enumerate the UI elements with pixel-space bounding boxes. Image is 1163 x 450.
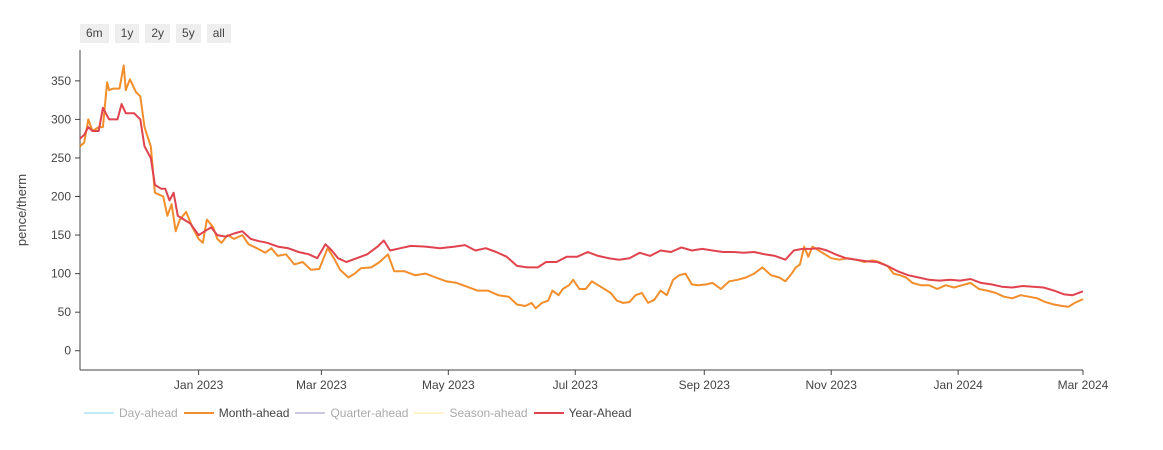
x-tick-label: Sep 2023 <box>679 378 731 392</box>
chart-legend: Day-ahead Month-ahead Quarter-ahead Season-… <box>84 406 632 420</box>
legend-label: Quarter-ahead <box>330 406 409 420</box>
chart-series <box>79 64 1084 310</box>
y-tick-label: 200 <box>51 190 71 204</box>
range-5y-button[interactable]: 5y <box>176 24 201 43</box>
legend-swatch <box>295 412 326 414</box>
y-axis-label: pence/therm <box>14 174 29 246</box>
range-2y-button[interactable]: 2y <box>145 24 171 43</box>
legend-label: Season-ahead <box>449 406 528 420</box>
legend-swatch <box>84 412 114 414</box>
legend-swatch <box>533 412 564 414</box>
legend-label: Month-ahead <box>218 406 290 420</box>
range-6m-button[interactable]: 6m <box>80 24 109 43</box>
range-1y-button[interactable]: 1y <box>114 24 140 43</box>
y-tick-label: 350 <box>51 74 71 88</box>
y-tick-label: 0 <box>64 344 71 358</box>
legend-swatch <box>183 412 214 414</box>
x-tick-label: Jan 2024 <box>933 378 983 392</box>
range-selector: 6m 1y 2y 5y all <box>80 24 231 43</box>
x-tick-label: Jul 2023 <box>553 378 599 392</box>
x-tick-label: Mar 2023 <box>296 378 347 392</box>
legend-label: Year-Ahead <box>568 406 632 420</box>
y-tick-label: 250 <box>51 151 71 165</box>
x-tick-label: Mar 2024 <box>1058 378 1109 392</box>
legend-label: Day-ahead <box>119 406 178 420</box>
legend-item-year-ahead[interactable]: Year-Ahead <box>533 406 632 420</box>
legend-item-season-ahead[interactable]: Season-ahead <box>414 406 528 420</box>
range-all-button[interactable]: all <box>206 24 231 43</box>
legend-item-day-ahead[interactable]: Day-ahead <box>84 406 178 420</box>
y-tick-label: 50 <box>58 305 72 319</box>
legend-item-quarter-ahead[interactable]: Quarter-ahead <box>295 406 408 420</box>
y-tick-label: 150 <box>51 228 71 242</box>
y-tick-label: 300 <box>51 112 71 126</box>
y-tick-label: 100 <box>51 267 71 281</box>
series-line-month-ahead <box>79 64 1084 310</box>
chart-axes: 0 50 100 150 200 250 300 350 Jan 2023 Mar 2023 May… <box>51 50 1109 392</box>
series-line-year-ahead <box>79 103 1084 297</box>
x-tick-label: Nov 2023 <box>806 378 858 392</box>
legend-swatch <box>414 412 445 414</box>
legend-item-month-ahead[interactable]: Month-ahead <box>183 406 290 420</box>
x-tick-label: Jan 2023 <box>174 378 224 392</box>
x-tick-label: May 2023 <box>422 378 475 392</box>
